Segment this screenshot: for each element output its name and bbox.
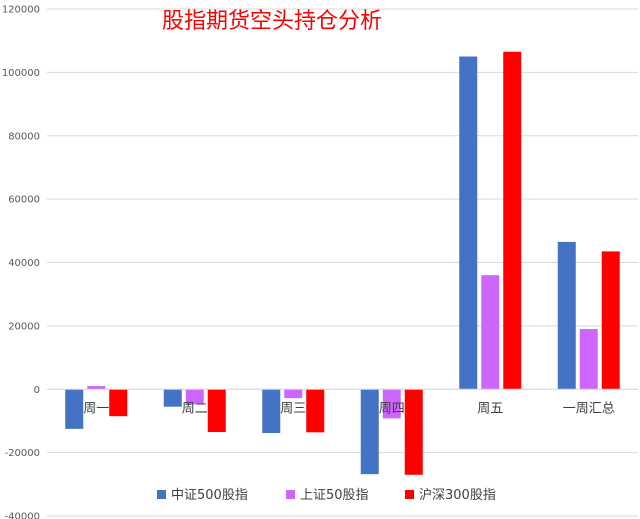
category-label: 周五 [477,401,503,416]
legend-item: 上证50股指 [286,488,369,503]
legend: 中证500股指 上证50股指 沪深300股指 [157,487,496,503]
bar [360,389,379,475]
bar [503,51,522,390]
category-label: 周二 [182,401,208,416]
bar [262,389,281,433]
legend-swatch [286,490,295,499]
category-label: 周三 [280,401,306,416]
legend-label: 中证500股指 [171,488,248,503]
chart-title: 股指期货空头持仓分析 [162,9,382,34]
category-label: 周一 [83,401,109,416]
bar [404,389,423,475]
bar [185,389,204,405]
y-tick-label: 100000 [2,68,40,79]
bar [163,389,182,407]
legend-swatch [157,490,166,499]
bar [459,56,478,390]
y-tick-label: 80000 [8,131,40,142]
bar [284,389,303,399]
y-tick-label: 40000 [8,258,40,269]
bar [306,389,325,433]
y-tick-label: 60000 [8,195,40,206]
bar [87,386,106,390]
legend-label: 沪深300股指 [419,487,496,503]
bar [601,251,620,390]
bar [109,389,128,417]
bar [65,389,84,429]
legend-item: 中证500股指 [157,488,248,503]
y-tick-label: -20000 [5,448,40,459]
legend-label: 上证50股指 [300,488,369,503]
category-label: 一周汇总 [563,401,615,416]
legend-item: 沪深300股指 [405,487,496,503]
category-labels: 周一 周二 周三 周四 周五 一周汇总 [83,401,615,416]
y-tick-label: 20000 [8,321,40,332]
y-tick-label: 120000 [2,5,40,16]
bar [579,329,598,390]
bar [557,241,576,390]
gridlines [47,8,638,517]
bar [207,389,226,433]
bar [382,389,401,419]
bars [65,51,620,475]
y-tick-label: -40000 [5,512,40,519]
legend-swatch [405,490,414,499]
y-axis-tick-labels: 120000 100000 80000 60000 40000 20000 0 -20000 -… [2,5,40,519]
bar [481,275,500,390]
category-label: 周四 [379,401,405,416]
y-tick-label: 0 [34,385,40,396]
